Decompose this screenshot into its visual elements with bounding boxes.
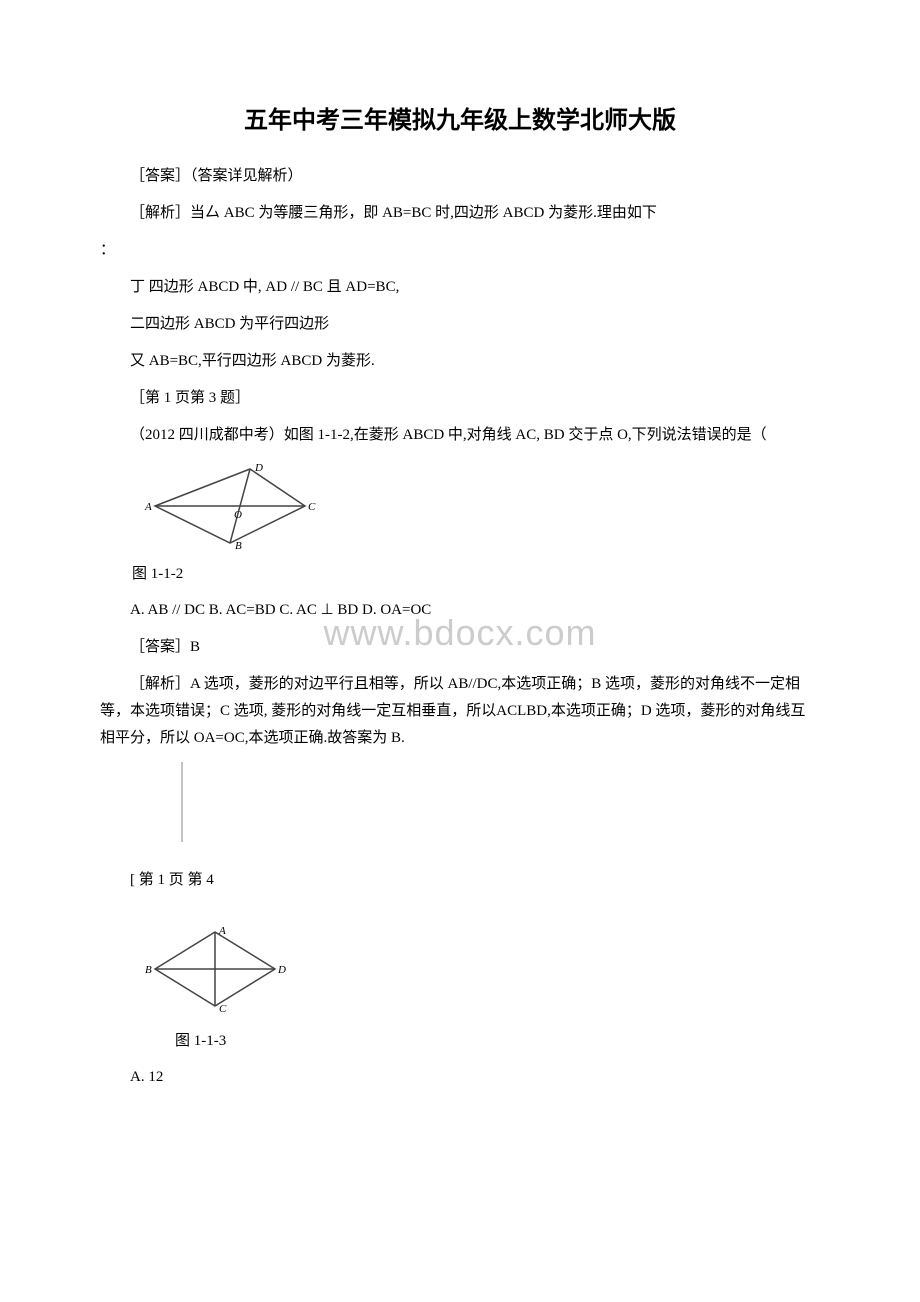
figure-rhombus-113: A B C D bbox=[140, 924, 820, 1019]
question-1: （2012 四川成都中考）如图 1-1-2,在菱形 ABCD 中,对角线 AC,… bbox=[100, 422, 820, 449]
vertical-line-decoration bbox=[180, 762, 820, 847]
vertex-label-a: A bbox=[144, 501, 152, 513]
proof-line-3: 又 AB=BC,平行四边形 ABCD 为菱形. bbox=[100, 348, 820, 375]
document-content: 五年中考三年模拟九年级上数学北师大版 ［答案］（答案详见解析） ［解析］当厶 A… bbox=[100, 100, 820, 1091]
figure-1-label: 图 1-1-2 bbox=[132, 562, 183, 583]
proof-line-1: 丁 四边形 ABCD 中, AD // BC 且 AD=BC, bbox=[100, 274, 820, 301]
page-ref-2: [ 第 1 页 第 4 bbox=[100, 867, 820, 894]
vertex-label-a2: A bbox=[218, 925, 226, 937]
vertex-label-d2: D bbox=[277, 964, 286, 976]
analysis-1: ［解析］A 选项，菱形的对边平行且相等，所以 AB//DC,本选项正确；B 选项… bbox=[100, 671, 820, 752]
vertex-label-c: C bbox=[308, 501, 316, 513]
page-ref-1: ［第 1 页第 3 题］ bbox=[100, 385, 820, 412]
options-1: A. AB // DC B. AC=BD C. AC ⊥ BD D. OA=OC bbox=[100, 597, 820, 624]
vertex-label-d: D bbox=[254, 462, 263, 474]
vertex-label-c2: C bbox=[219, 1003, 227, 1014]
vertex-label-b: B bbox=[235, 540, 242, 551]
center-label-o: O bbox=[234, 509, 242, 521]
analysis-intro: ［解析］当厶 ABC 为等腰三角形，即 AB=BC 时,四边形 ABCD 为菱形… bbox=[100, 200, 820, 227]
vertex-label-b2: B bbox=[145, 964, 152, 976]
option-a-12: A. 12 bbox=[100, 1064, 820, 1091]
rhombus-svg-1: A B C D O bbox=[140, 461, 320, 551]
page-title: 五年中考三年模拟九年级上数学北师大版 bbox=[100, 100, 820, 135]
rhombus-svg-2: A B C D bbox=[140, 924, 290, 1014]
figure-rhombus-112: A B C D O bbox=[140, 461, 820, 556]
answer-line: ［答案］（答案详见解析） bbox=[100, 163, 820, 190]
colon-line: ： bbox=[100, 237, 820, 264]
vline-svg bbox=[180, 762, 188, 842]
figure-2-label: 图 1-1-3 bbox=[175, 1029, 820, 1050]
answer-1: ［答案］B bbox=[100, 634, 820, 661]
proof-line-2: 二四边形 ABCD 为平行四边形 bbox=[100, 311, 820, 338]
